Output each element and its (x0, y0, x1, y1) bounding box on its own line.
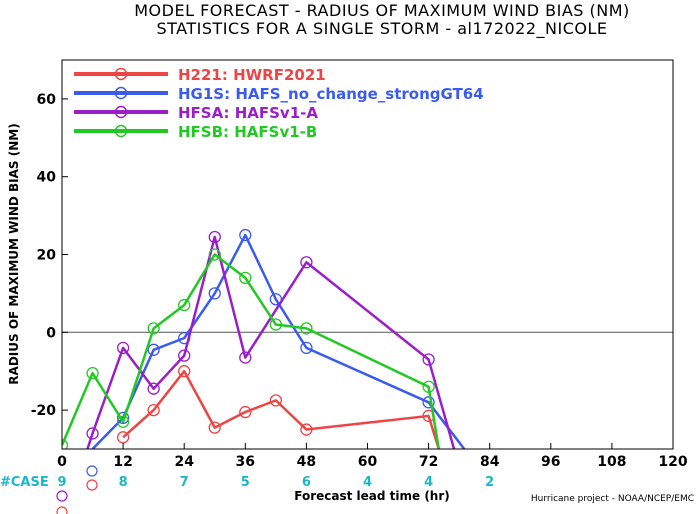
x-tick-label: 84 (480, 454, 500, 470)
data-point (116, 431, 130, 444)
data-point (116, 411, 130, 425)
series-line-2 (91, 233, 466, 449)
data-point (62, 438, 69, 449)
series-line-3 (86, 235, 456, 449)
y-tick-label: 0 (46, 325, 56, 341)
data-point (208, 287, 221, 300)
case-count: 6 (302, 475, 311, 490)
data-point (116, 341, 130, 355)
data-point (239, 351, 252, 364)
data-point (86, 366, 99, 380)
case-marker (56, 506, 68, 514)
data-point (300, 341, 313, 355)
case-count: 2 (485, 475, 494, 490)
series-line-4 (62, 253, 441, 449)
data-point (86, 427, 99, 440)
legend-entry: HG1S: HAFS_no_change_strongGT64 (178, 85, 484, 103)
y-tick-label: -20 (31, 403, 57, 419)
legend-marker (114, 105, 128, 119)
data-point (239, 228, 252, 242)
data-point (147, 403, 160, 417)
data-point (239, 405, 252, 419)
case-count: 8 (119, 475, 128, 490)
credit-text: Hurricane project - NOAA/NCEP/EMC (531, 494, 694, 504)
x-tick-label: 120 (658, 454, 687, 470)
data-point (269, 394, 283, 407)
data-point (208, 248, 221, 261)
case-label: #CASE (0, 475, 49, 490)
data-point (116, 415, 130, 428)
case-count: 7 (180, 475, 189, 490)
y-tick-label: 20 (37, 248, 57, 264)
chart-subtitle: STATISTICS FOR A SINGLE STORM - al172022… (156, 19, 607, 39)
data-point (178, 365, 191, 378)
data-point (178, 349, 191, 362)
data-point (147, 382, 160, 395)
legend-marker (114, 67, 128, 81)
data-point (239, 271, 252, 284)
series-layer (62, 228, 466, 449)
case-marker (86, 479, 98, 491)
series-line-1 (122, 369, 440, 449)
x-tick-label: 48 (297, 454, 316, 470)
data-point (300, 322, 313, 335)
case-count: 4 (424, 475, 433, 490)
data-point (422, 353, 435, 366)
data-point (147, 343, 160, 356)
legend-entry: HFSA: HAFSv1-A (178, 104, 318, 122)
x-tick-label: 60 (358, 454, 378, 470)
case-count: 9 (57, 475, 66, 490)
x-tick-label: 96 (541, 454, 560, 470)
x-tick-label: 108 (597, 454, 626, 470)
y-tick-label: 60 (37, 92, 57, 108)
data-point (422, 380, 435, 393)
legend-entry: H221: HWRF2021 (178, 66, 326, 84)
data-point (300, 256, 313, 269)
data-point (269, 318, 283, 331)
x-tick-label: 72 (419, 454, 438, 470)
case-count: 4 (363, 475, 372, 490)
x-tick-label: 12 (113, 454, 132, 470)
x-axis-label: Forecast lead time (hr) (294, 489, 450, 503)
case-counts: #CASE 9 8 7 5 6 4 4 2 (0, 465, 494, 514)
data-point (300, 423, 313, 436)
y-tick-label: 40 (37, 170, 57, 186)
y-axis-label: RADIUS OF MAXIMUM WIND BIAS (NM) (7, 123, 21, 384)
plot-frame (61, 59, 674, 450)
legend-marker (114, 86, 128, 100)
legend-entry: HFSB: HAFSv1-B (178, 123, 317, 141)
ticks: 0 12 24 36 48 60 72 84 96 108 120 -20 0 20 40 60 (31, 92, 688, 470)
case-marker (86, 465, 98, 477)
x-tick-label: 24 (174, 454, 194, 470)
x-tick-label: 36 (236, 454, 255, 470)
chart-title: MODEL FORECAST - RADIUS OF MAXIMUM WIND … (134, 1, 630, 20)
data-point (147, 322, 160, 335)
data-point (422, 396, 435, 409)
data-point (208, 421, 221, 434)
data-point (178, 298, 191, 312)
x-tick-label: 0 (57, 454, 67, 470)
data-point (208, 230, 221, 244)
case-count: 5 (241, 475, 250, 490)
case-marker (56, 490, 68, 502)
legend-marker (114, 124, 128, 138)
